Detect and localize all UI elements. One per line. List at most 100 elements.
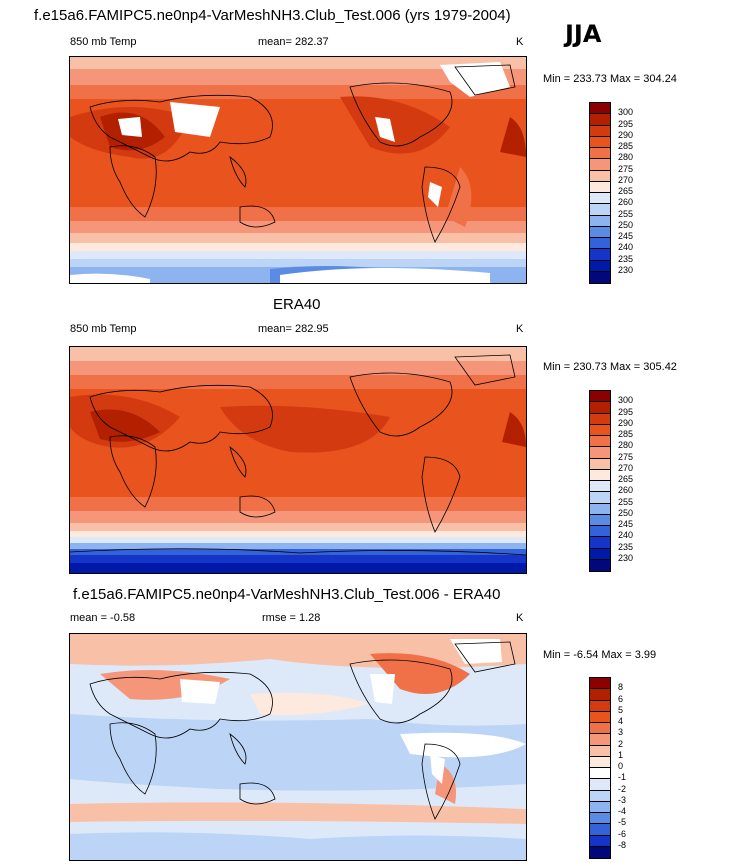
colorbar-tick-label: 245 [618, 519, 634, 529]
colorbar-tick-label: 6 [618, 693, 624, 704]
colorbar-tick-label: 280 [618, 440, 634, 451]
colorbar-tick-label: 300 [618, 107, 634, 118]
colorbar-tick-label: 275 [618, 451, 634, 462]
colorbar-swatch [590, 226, 610, 238]
colorbar-swatch [590, 548, 610, 560]
colorbar-swatch [590, 768, 610, 780]
colorbar-swatch [590, 846, 610, 858]
colorbar-swatch [590, 745, 610, 757]
colorbar-tick-label: 260 [618, 197, 634, 208]
colorbar-swatch [590, 215, 610, 227]
colorbar-tick-label: -8 [618, 839, 627, 850]
colorbar-tick-label: 230 [618, 264, 634, 275]
colorbar-tick-label: 280 [618, 152, 634, 163]
colorbar-tick-label: 235 [618, 541, 634, 552]
colorbar-swatch [590, 790, 610, 802]
colorbar-tick-label: -1 [618, 772, 627, 783]
colorbar-tick-label: 255 [618, 496, 634, 507]
colorbar-swatch [590, 678, 610, 690]
colorbar-tick-label: 290 [618, 129, 634, 140]
colorbar-tick-label: 290 [618, 417, 634, 428]
colorbar-swatch [590, 402, 610, 414]
era40-temperature-map [69, 346, 527, 574]
colorbar-swatch [590, 159, 610, 171]
colorbar-tick-label: 295 [618, 406, 634, 417]
colorbar-tick-label: 2 [618, 738, 624, 749]
colorbar-tick-label: 300 [618, 395, 634, 406]
colorbar-swatch [590, 148, 610, 160]
temperature-colorbar-1 [589, 102, 611, 284]
colorbar-swatch [590, 204, 610, 216]
colorbar-swatch [590, 170, 610, 182]
season-label: JJA [565, 20, 602, 48]
colorbar-tick-label: -5 [618, 817, 627, 828]
colorbar-tick-label: 285 [618, 141, 634, 151]
difference-map [69, 633, 527, 861]
colorbar-tick-label: 230 [618, 552, 634, 563]
colorbar-swatch [590, 492, 610, 504]
colorbar-swatch [590, 514, 610, 526]
colorbar-swatch [590, 260, 610, 272]
colorbar-tick-label: 0 [618, 761, 624, 771]
panel2-mean: mean= 282.95 [258, 323, 329, 335]
colorbar-swatch [590, 481, 610, 493]
colorbar-tick-label: 260 [618, 485, 634, 496]
panel1-variable: 850 mb Temp [70, 36, 137, 48]
panel3-mean: mean = -0.58 [70, 612, 136, 624]
panel3-title: f.e15a6.FAMIPC5.ne0np4-VarMeshNH3.Club_T… [73, 586, 501, 603]
colorbar-swatch [590, 458, 610, 470]
colorbar-tick-label: 5 [618, 704, 624, 715]
colorbar-swatch [590, 723, 610, 735]
colorbar-swatch [590, 391, 610, 403]
colorbar-tick-label: 4 [618, 716, 624, 726]
colorbar-tick-label: 250 [618, 507, 634, 518]
colorbar-swatch [590, 734, 610, 746]
colorbar-swatch [590, 689, 610, 701]
colorbar-tick-label: -3 [618, 794, 627, 805]
panel2-variable: 850 mb Temp [70, 323, 137, 335]
colorbar-swatch [590, 469, 610, 481]
colorbar-swatch [590, 503, 610, 515]
colorbar-tick-label: 1 [618, 749, 624, 760]
colorbar-swatch [590, 801, 610, 813]
panel3-units: K [516, 612, 524, 624]
colorbar-tick-label: 265 [618, 474, 634, 484]
colorbar-tick-label: 255 [618, 208, 634, 219]
colorbar-tick-label: 235 [618, 253, 634, 264]
colorbar-tick-label: 270 [618, 462, 634, 473]
panel1-units: K [516, 36, 524, 48]
colorbar-swatch [590, 103, 610, 115]
panel1-mean: mean= 282.37 [258, 36, 329, 48]
panel1-title: f.e15a6.FAMIPC5.ne0np4-VarMeshNH3.Club_T… [34, 7, 511, 24]
colorbar-tick-label: -4 [618, 806, 627, 816]
panel3-minmax: Min = -6.54 Max = 3.99 [543, 649, 657, 661]
panel2-title: ERA40 [273, 296, 321, 313]
colorbar-tick-label: 270 [618, 174, 634, 185]
model-temperature-map [69, 56, 527, 284]
colorbar-swatch [590, 559, 610, 571]
colorbar-swatch [590, 447, 610, 459]
colorbar-swatch [590, 711, 610, 723]
panel3-rmse: rmse = 1.28 [262, 612, 321, 624]
colorbar-tick-label: 3 [618, 727, 624, 738]
colorbar-swatch [590, 193, 610, 205]
panel2-units: K [516, 323, 524, 335]
panel2-minmax: Min = 230.73 Max = 305.42 [543, 361, 677, 373]
colorbar-swatch [590, 526, 610, 538]
colorbar-swatch [590, 424, 610, 436]
colorbar-swatch [590, 114, 610, 126]
panel1-minmax: Min = 233.73 Max = 304.24 [543, 73, 677, 85]
colorbar-swatch [590, 249, 610, 261]
colorbar-tick-label: 250 [618, 219, 634, 230]
colorbar-tick-label: -6 [618, 828, 627, 839]
colorbar-swatch [590, 436, 610, 448]
colorbar-swatch [590, 835, 610, 847]
colorbar-swatch [590, 136, 610, 148]
colorbar-swatch [590, 756, 610, 768]
colorbar-swatch [590, 779, 610, 791]
colorbar-tick-label: 275 [618, 163, 634, 174]
colorbar-tick-label: 265 [618, 186, 634, 196]
colorbar-swatch [590, 125, 610, 137]
colorbar-tick-label: 8 [618, 682, 624, 693]
colorbar-swatch [590, 537, 610, 549]
